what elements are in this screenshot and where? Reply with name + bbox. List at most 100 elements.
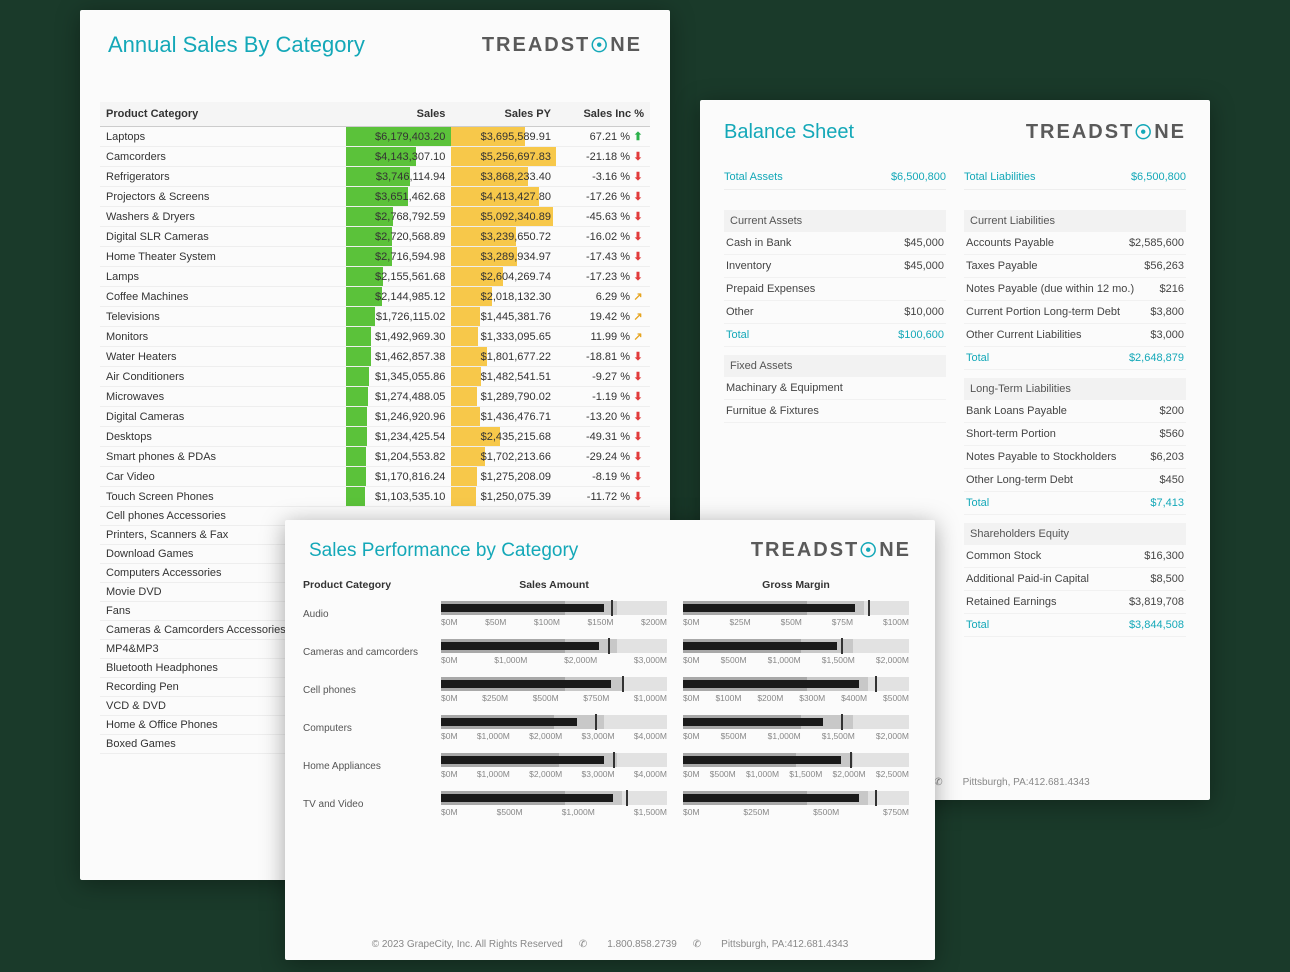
axis-ticks: $0M$25M$50M$75M$100M: [683, 617, 909, 627]
axis-ticks: $0M$100M$200M$300M$400M$500M: [683, 693, 909, 703]
cell-sales: $1,246,920.96: [346, 407, 452, 427]
cell-sales-inc: 11.99 %↗: [557, 327, 650, 347]
section-total: Total$100,600: [724, 324, 946, 347]
sales-amount-chart: $0M$1,000M$2,000M$3,000M: [433, 639, 675, 665]
table-row: Camcorders$4,143,307.10$5,256,697.83-21.…: [100, 147, 650, 167]
perf-header: Product Category Sales Amount Gross Marg…: [285, 571, 935, 595]
arrow-down-icon: ⬇: [632, 390, 644, 403]
table-row: Laptops$6,179,403.20$3,695,589.9167.21 %…: [100, 127, 650, 147]
arrow-down-icon: ⬇: [632, 230, 644, 243]
bullet-chart: [683, 753, 909, 767]
logo: TREADST☉NE: [482, 33, 642, 58]
card1-header: Annual Sales By Category TREADST☉NE: [80, 10, 670, 72]
perf-label: Audio: [303, 609, 433, 620]
sales-amount-chart: $0M$1,000M$2,000M$3,000M$4,000M: [433, 753, 675, 779]
table-row: Smart phones & PDAs$1,204,553.82$1,702,2…: [100, 447, 650, 467]
section-header: Fixed Assets: [724, 355, 946, 377]
cell-category: Car Video: [100, 467, 346, 487]
cell-sales-inc: -18.81 %⬇: [557, 347, 650, 367]
cell-sales: $2,716,594.98: [346, 247, 452, 267]
total-row: Total Liabilities$6,500,800: [964, 165, 1186, 190]
cell-sales-py: $2,604,269.74: [451, 267, 557, 287]
cell-sales: $1,726,115.02: [346, 307, 452, 327]
line-item: Cash in Bank$45,000: [724, 232, 946, 255]
table-row: Desktops$1,234,425.54$2,435,215.68-49.31…: [100, 427, 650, 447]
arrow-down-icon: ⬇: [632, 470, 644, 483]
logo: TREADST☉NE: [751, 538, 911, 563]
footer-phone2: Pittsburgh, PA:412.681.4343: [963, 777, 1090, 788]
cell-category: Desktops: [100, 427, 346, 447]
perf-row: Cell phones$0M$250M$500M$750M$1,000M$0M$…: [285, 671, 935, 709]
arrow-down-icon: ⬇: [632, 190, 644, 203]
cell-sales: $3,651,462.68: [346, 187, 452, 207]
section-header: Current Assets: [724, 210, 946, 232]
gross-margin-chart: $0M$500M$1,000M$1,500M$2,000M: [675, 715, 917, 741]
cell-sales-py: $1,275,208.09: [451, 467, 557, 487]
line-item: Other Current Liabilities$3,000: [964, 324, 1186, 347]
table-row: Refrigerators$3,746,114.94$3,868,233.40-…: [100, 167, 650, 187]
cell-sales-inc: -9.27 %⬇: [557, 367, 650, 387]
gross-margin-chart: $0M$500M$1,000M$1,500M$2,000M$2,500M: [675, 753, 917, 779]
cell-sales-py: $3,868,233.40: [451, 167, 557, 187]
line-item: Notes Payable to Stockholders$6,203: [964, 446, 1186, 469]
table-row: Televisions$1,726,115.02$1,445,381.7619.…: [100, 307, 650, 327]
logo: TREADST☉NE: [1026, 120, 1186, 145]
cell-sales-inc: -3.16 %⬇: [557, 167, 650, 187]
cell-category: Refrigerators: [100, 167, 346, 187]
card3-title: Balance Sheet: [724, 121, 854, 144]
section-total: Total$2,648,879: [964, 347, 1186, 370]
section-total: Total$7,413: [964, 492, 1186, 515]
table-row: Digital Cameras$1,246,920.96$1,436,476.7…: [100, 407, 650, 427]
cell-sales-inc: -49.31 %⬇: [557, 427, 650, 447]
cell-sales-py: $5,092,340.89: [451, 207, 557, 227]
cell-sales-py: $1,702,213.66: [451, 447, 557, 467]
arrow-down-icon: ⬇: [632, 270, 644, 283]
perf-label: Home Appliances: [303, 761, 433, 772]
perf-row: TV and Video$0M$500M$1,000M$1,500M$0M$25…: [285, 785, 935, 823]
table-row: Air Conditioners$1,345,055.86$1,482,541.…: [100, 367, 650, 387]
footer-copyright: © 2023 GrapeCity, Inc. All Rights Reserv…: [372, 939, 563, 950]
cell-category: Touch Screen Phones: [100, 487, 346, 507]
arrow-down-icon: ⬇: [632, 370, 644, 383]
table-row: Touch Screen Phones$1,103,535.10$1,250,0…: [100, 487, 650, 507]
arrow-down-icon: ⬇: [632, 450, 644, 463]
gross-margin-chart: $0M$250M$500M$750M: [675, 791, 917, 817]
axis-ticks: $0M$250M$500M$750M: [683, 807, 909, 817]
liabilities-column: Total Liabilities$6,500,800Current Liabi…: [964, 165, 1186, 637]
cell-sales-inc: -29.24 %⬇: [557, 447, 650, 467]
total-row: Total Assets$6,500,800: [724, 165, 946, 190]
bullet-chart: [441, 601, 667, 615]
axis-ticks: $0M$500M$1,000M$1,500M$2,000M$2,500M: [683, 769, 909, 779]
perf-row: Computers$0M$1,000M$2,000M$3,000M$4,000M…: [285, 709, 935, 747]
cell-sales: $2,768,792.59: [346, 207, 452, 227]
cell-sales-inc: 6.29 %↗: [557, 287, 650, 307]
line-item: Accounts Payable$2,585,600: [964, 232, 1186, 255]
footer-phone1: 1.800.858.2739: [607, 939, 677, 950]
table-row: Washers & Dryers$2,768,792.59$5,092,340.…: [100, 207, 650, 227]
cell-category: Digital SLR Cameras: [100, 227, 346, 247]
axis-ticks: $0M$1,000M$2,000M$3,000M: [441, 655, 667, 665]
cell-sales: $4,143,307.10: [346, 147, 452, 167]
cell-sales-py: $5,256,697.83: [451, 147, 557, 167]
phone-icon: [579, 939, 591, 950]
cell-sales-inc: -21.18 %⬇: [557, 147, 650, 167]
card2-title: Sales Performance by Category: [309, 540, 578, 562]
cell-category: Home Theater System: [100, 247, 346, 267]
arrow-down-icon: ⬇: [632, 350, 644, 363]
axis-ticks: $0M$500M$1,000M$1,500M$2,000M: [683, 655, 909, 665]
arrow-down-icon: ⬇: [632, 250, 644, 263]
perf-col-margin: Gross Margin: [675, 579, 917, 591]
perf-col-cat: Product Category: [303, 579, 433, 591]
table-row: Microwaves$1,274,488.05$1,289,790.02-1.1…: [100, 387, 650, 407]
axis-ticks: $0M$500M$1,000M$1,500M$2,000M: [683, 731, 909, 741]
cell-sales: $6,179,403.20: [346, 127, 452, 147]
line-item: Other$10,000: [724, 301, 946, 324]
cell-category: Microwaves: [100, 387, 346, 407]
line-item: Inventory$45,000: [724, 255, 946, 278]
axis-ticks: $0M$1,000M$2,000M$3,000M$4,000M: [441, 731, 667, 741]
col-sales: Sales: [346, 102, 452, 127]
arrow-down-icon: ⬇: [632, 170, 644, 183]
cell-sales-inc: -13.20 %⬇: [557, 407, 650, 427]
gross-margin-chart: $0M$25M$50M$75M$100M: [675, 601, 917, 627]
line-item: Other Long-term Debt$450: [964, 469, 1186, 492]
